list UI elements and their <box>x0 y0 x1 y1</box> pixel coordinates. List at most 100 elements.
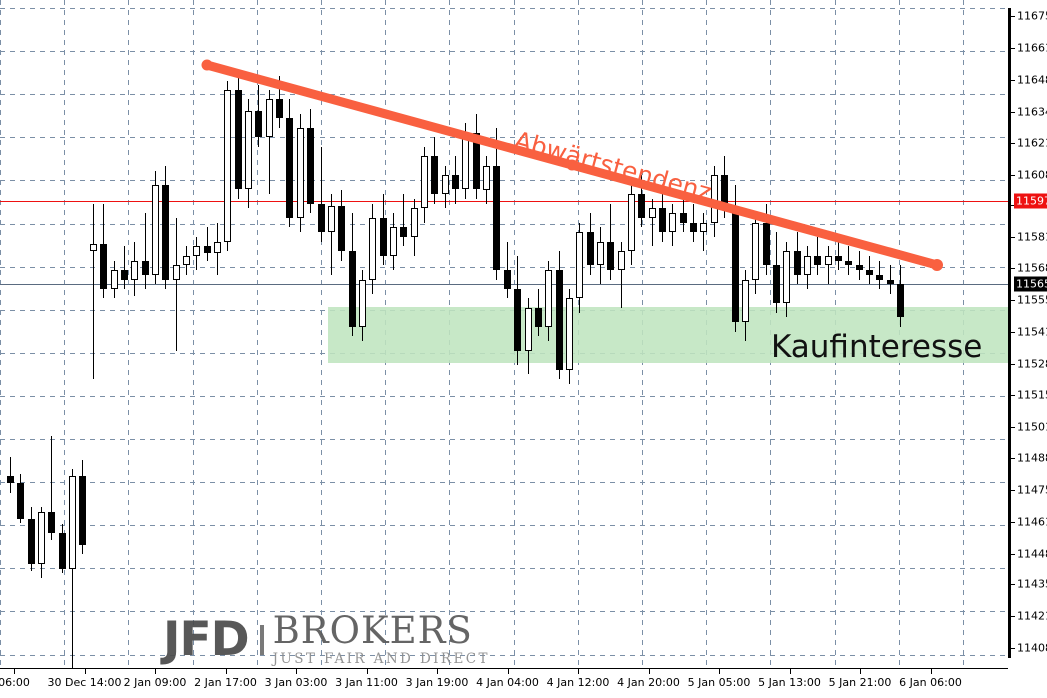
price-tick <box>1011 648 1015 649</box>
candle-body <box>556 270 563 370</box>
candle-body <box>814 255 821 266</box>
candle-body <box>255 111 262 138</box>
candle-body <box>17 483 24 519</box>
candle-body <box>514 288 521 351</box>
candle-body <box>90 243 97 252</box>
candle-body <box>204 246 211 254</box>
candle-body <box>783 251 790 304</box>
candle-body <box>866 270 873 275</box>
time-tick-label: 5 Jan 21:00 <box>828 676 892 689</box>
time-tick <box>508 669 509 674</box>
candle-body <box>318 203 325 233</box>
price-tick <box>1011 300 1015 301</box>
candle-body <box>690 222 697 233</box>
candle-body <box>504 270 511 289</box>
time-tick <box>296 669 297 674</box>
axis-corner <box>1008 668 1047 698</box>
candle-body <box>421 156 428 209</box>
candle-body <box>773 265 780 304</box>
time-tick-label: 3 Jan 11:00 <box>335 676 398 689</box>
price-tick-label: 11408.3 <box>1017 641 1047 655</box>
candle-body <box>607 241 614 271</box>
price-tick-label: 11528.3 <box>1017 357 1047 371</box>
price-tick <box>1011 427 1015 428</box>
price-tick <box>1011 584 1015 585</box>
candle-body <box>856 265 863 271</box>
buy-interest-label: Kaufinteresse <box>771 329 983 365</box>
candle-body <box>628 194 635 252</box>
buy-interest-zone[interactable] <box>328 307 1008 363</box>
candle-body <box>121 270 128 280</box>
candle-body <box>307 127 314 204</box>
brokers-logo-text: BROKERS <box>272 609 473 653</box>
candle-body <box>732 208 739 323</box>
candle-wick <box>93 203 94 379</box>
candle-body <box>431 156 438 195</box>
candle-body <box>328 206 335 233</box>
jfd-logo-text: JFD <box>163 612 250 667</box>
candle-body <box>669 213 676 233</box>
candle-body <box>224 90 231 242</box>
brokers-lockup: BROKERS JUST FAIR AND DIRECT <box>273 612 490 667</box>
candle-wick <box>207 227 208 261</box>
candle-body <box>7 476 14 484</box>
candle-body <box>235 90 242 190</box>
bid-line-tag[interactable]: 11565.7 <box>1014 276 1047 292</box>
time-tick-label: 5 Jan 13:00 <box>758 676 821 689</box>
candle-body <box>69 476 76 569</box>
candle-body <box>48 511 55 533</box>
candle-body <box>442 175 449 195</box>
price-tick <box>1011 143 1015 144</box>
candle-body <box>79 476 86 545</box>
candle-body <box>721 175 728 209</box>
time-tick-label: 3 Jan 19:00 <box>405 676 469 689</box>
candle-wick <box>403 194 404 247</box>
price-tick-label: 11568.8 <box>1017 261 1047 275</box>
time-tick <box>367 669 368 674</box>
price-tick-label: 11555.3 <box>1017 293 1047 307</box>
price-tick-label: 11675.3 <box>1017 9 1047 23</box>
time-tick-label: 30 Dec 14:00 <box>47 676 122 689</box>
price-tick-label: 11634.8 <box>1017 105 1047 119</box>
candle-body <box>659 208 666 233</box>
price-tick-label: 11648.3 <box>1017 73 1047 87</box>
candle-body <box>587 232 594 266</box>
candle-body <box>349 251 356 327</box>
candle-body <box>545 270 552 327</box>
plot-area[interactable]: JFD BROKERS JUST FAIR AND DIRECT Abwärts… <box>0 0 1008 668</box>
candle-body <box>887 279 894 285</box>
time-tick <box>14 669 15 674</box>
candle-wick <box>145 213 146 289</box>
candle-body <box>794 251 801 275</box>
candle-body <box>680 213 687 223</box>
time-tick <box>578 669 579 674</box>
candle-body <box>142 260 149 275</box>
time-tick <box>719 669 720 674</box>
candle-wick <box>72 469 73 668</box>
price-tick <box>1011 458 1015 459</box>
candle-body <box>638 194 645 218</box>
price-tick <box>1011 490 1015 491</box>
ask-line-tag[interactable]: 11597.6 <box>1014 193 1047 209</box>
candle-body <box>152 184 159 275</box>
brokers-tagline: JUST FAIR AND DIRECT <box>272 651 490 668</box>
candle-body <box>752 222 759 280</box>
candle-body <box>576 232 583 299</box>
candle-body <box>369 217 376 280</box>
candle-body <box>473 132 480 190</box>
candle-body <box>162 184 169 280</box>
candle-body <box>825 255 832 266</box>
candle-wick <box>10 457 11 493</box>
candle-body <box>835 255 842 261</box>
candle-body <box>276 99 283 119</box>
price-tick <box>1011 112 1015 113</box>
price-tick-label: 11515.3 <box>1017 388 1047 402</box>
time-axis[interactable]: 06:00 30 Dec 14:00 2 Jan 09:00 2 Jan 17:00 3… <box>0 668 1008 698</box>
candle-wick <box>652 198 653 247</box>
